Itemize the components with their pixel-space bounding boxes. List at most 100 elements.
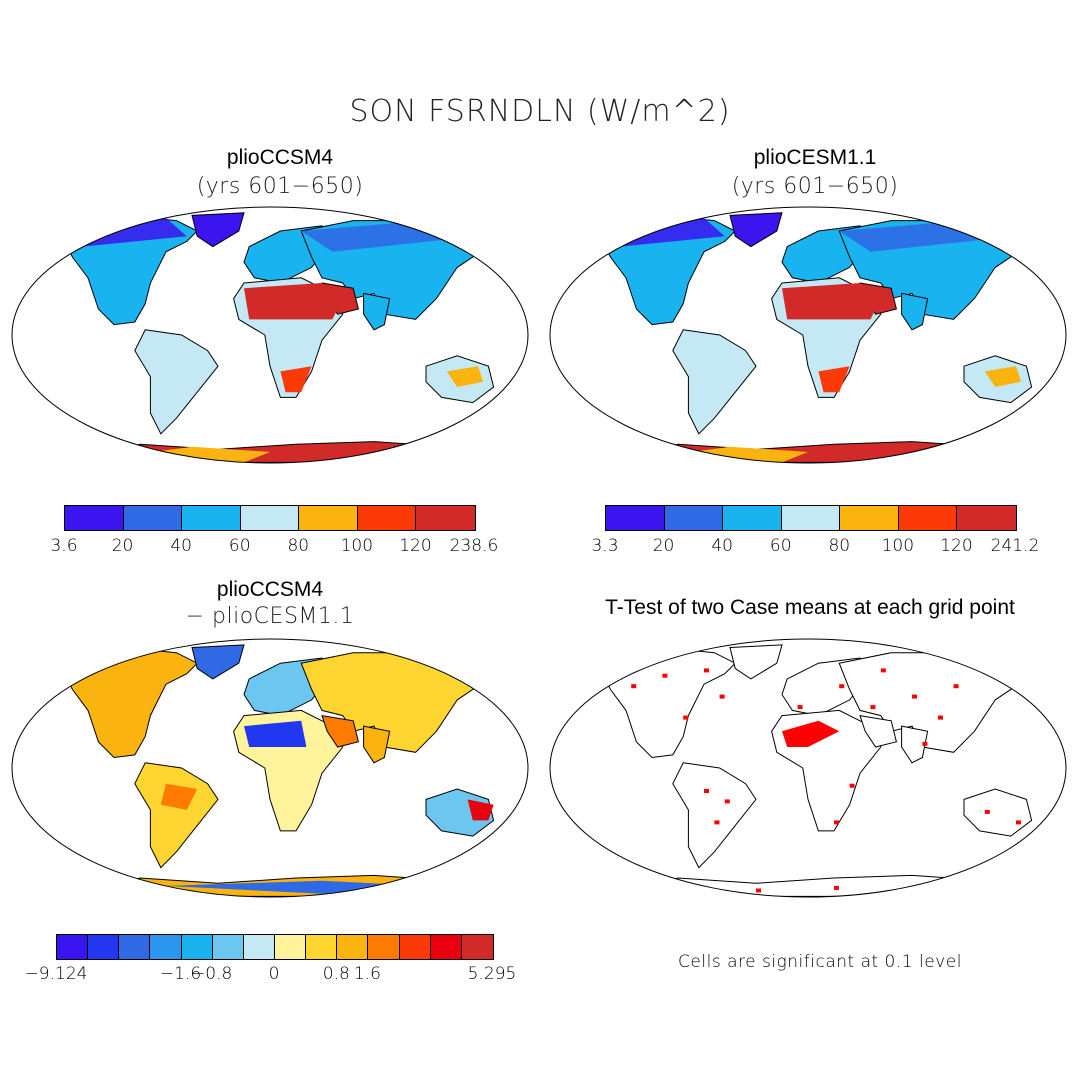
colorbar-tick-label: 241.2 xyxy=(990,536,1040,556)
panel-title-cesm: plioCESM1.1 xyxy=(753,146,877,169)
colorbar-swatch xyxy=(123,506,183,530)
colorbar-swatch xyxy=(781,506,841,530)
colorbar-tick-label: 100 xyxy=(340,536,374,556)
colorbar-swatch xyxy=(337,935,369,959)
colorbar-swatch xyxy=(212,935,244,959)
continent-australia xyxy=(425,788,495,837)
continent-greenland xyxy=(191,644,245,680)
continent-india xyxy=(363,725,391,764)
continent-greenland xyxy=(191,212,245,248)
significant-cell xyxy=(724,799,730,804)
continent-india xyxy=(901,725,929,764)
colorbar-swatch xyxy=(57,935,89,959)
significant-cell xyxy=(938,715,943,720)
continent-antarctica xyxy=(102,441,479,463)
colorbar-tick-label: 238.6 xyxy=(449,536,499,556)
continent-south-america xyxy=(672,329,757,435)
panel-title-difference: plioCCSM4 xyxy=(216,578,324,601)
colorbar-tick-label: 40 xyxy=(711,536,733,556)
colorbar-swatch xyxy=(430,935,462,959)
significant-cell xyxy=(870,705,876,710)
colorbar-difference xyxy=(56,934,494,960)
colorbar-tick-label: 3.3 xyxy=(591,536,619,556)
colorbar-tick-label: 1.6 xyxy=(353,964,381,984)
continent-south-america xyxy=(134,329,219,435)
map-frame xyxy=(11,206,529,464)
significant-cell xyxy=(756,888,761,893)
significant-cell xyxy=(834,820,839,825)
colorbar-swatch xyxy=(357,506,417,530)
continent-arabia xyxy=(859,714,898,748)
significant-cell xyxy=(719,694,725,699)
colorbar-tick-label: 60 xyxy=(769,536,792,556)
colorbar-swatch xyxy=(150,935,182,959)
colorbar-tick-label: 100 xyxy=(881,536,915,556)
australia-diff-shading xyxy=(467,799,494,821)
colorbar-tick-label: 120 xyxy=(399,536,432,556)
map-difference xyxy=(11,638,529,898)
panel-subtitle-ccsm4: (yrs 601−650) xyxy=(196,174,364,199)
colorbar-tick-label: 80 xyxy=(828,536,851,556)
sahara-shading xyxy=(782,283,881,320)
continent-antarctica xyxy=(640,441,1017,463)
significant-cell xyxy=(984,809,990,814)
colorbar-swatch xyxy=(240,506,300,530)
colorbar-tick-label: 20 xyxy=(652,536,675,556)
panel-subtitle-difference: − plioCESM1.1 xyxy=(185,604,355,629)
colorbar-swatch xyxy=(723,506,782,530)
panel-title-ccsm4: plioCCSM4 xyxy=(226,146,334,169)
map-ttest xyxy=(549,638,1067,898)
colorbar-swatch xyxy=(182,506,241,530)
australia-shading xyxy=(984,366,1022,387)
significant-cell xyxy=(714,820,720,825)
colorbar-tick-label: 0 xyxy=(268,964,280,984)
significant-cell xyxy=(662,673,668,678)
colorbar-swatch xyxy=(243,935,275,959)
colorbar-swatch xyxy=(606,506,665,530)
significant-cell xyxy=(953,684,959,689)
colorbar-tick-label: 5.295 xyxy=(467,964,517,984)
colorbar-tick-label: 40 xyxy=(170,536,192,556)
significant-cell xyxy=(704,668,709,673)
colorbar-swatch xyxy=(840,506,899,530)
colorbar-swatch xyxy=(299,506,358,530)
significance-note: Cells are significant at 0.1 level xyxy=(678,952,962,972)
significant-cell xyxy=(834,885,839,890)
panel-title-ttest: T-Test of two Case means at each grid po… xyxy=(605,596,1015,619)
continent-south-america xyxy=(134,762,219,869)
map-cesm xyxy=(549,206,1067,464)
kalahari-shading xyxy=(280,366,312,393)
significant-cell xyxy=(880,668,886,673)
kalahari-shading xyxy=(818,366,850,393)
panel-subtitle-cesm: (yrs 601−650) xyxy=(731,174,899,199)
significant-region-sahara xyxy=(782,720,840,747)
continent-greenland xyxy=(729,644,783,680)
significant-cell xyxy=(849,783,855,788)
continent-antarctica xyxy=(640,874,1017,897)
amazon-diff-shading xyxy=(160,783,198,810)
colorbar-swatch xyxy=(898,506,958,530)
significant-cell xyxy=(797,705,803,710)
colorbar-tick-label: 60 xyxy=(228,536,251,556)
map-frame xyxy=(549,638,1067,898)
colorbar-swatch xyxy=(181,935,213,959)
colorbar-swatch xyxy=(461,935,493,959)
figure-title: SON FSRNDLN (W/m^2) xyxy=(349,94,731,129)
colorbar-swatch xyxy=(274,935,307,959)
continent-north-america xyxy=(599,646,737,759)
colorbar-swatch xyxy=(65,506,124,530)
continent-australia xyxy=(963,788,1033,837)
continent-arabia xyxy=(321,714,360,748)
colorbar-tick-label: 120 xyxy=(940,536,973,556)
australia-shading xyxy=(446,366,484,387)
colorbar-tick-label: 80 xyxy=(287,536,310,556)
colorbar-ccsm4 xyxy=(64,505,476,531)
continent-india xyxy=(363,292,391,331)
colorbar-swatch xyxy=(416,506,475,530)
significant-cell xyxy=(839,684,845,689)
map-frame xyxy=(11,638,529,898)
sahara-diff-shading xyxy=(244,720,307,747)
colorbar-tick-label: −1.6 xyxy=(159,964,202,984)
colorbar-tick-label: −9.124 xyxy=(24,964,88,984)
significant-cell xyxy=(1016,820,1021,825)
